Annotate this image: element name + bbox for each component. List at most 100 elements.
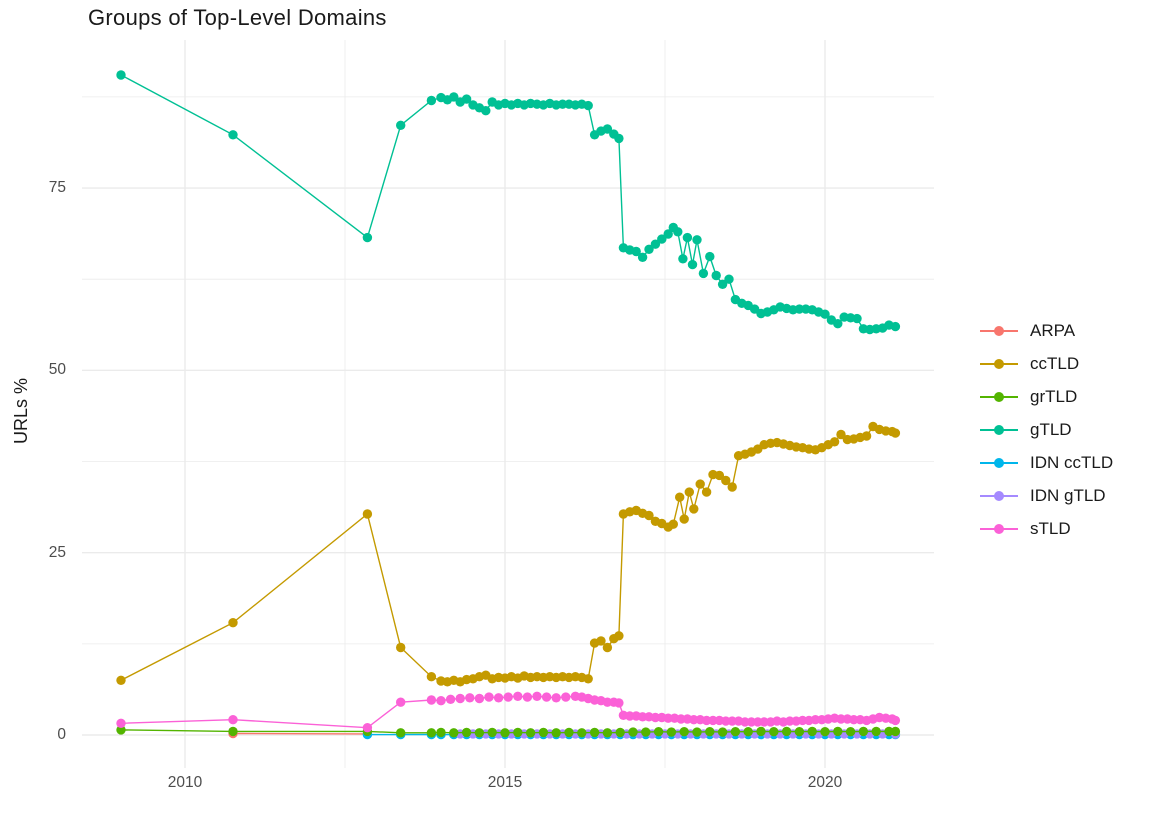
data-point	[396, 728, 406, 738]
data-point	[426, 95, 437, 106]
legend-item-stld: sTLD	[980, 512, 1113, 545]
data-point	[698, 268, 709, 279]
data-point	[724, 274, 734, 284]
legend-label: ccTLD	[1030, 353, 1080, 373]
data-point	[727, 482, 737, 492]
data-point	[538, 727, 549, 738]
data-point	[852, 313, 862, 324]
data-point	[705, 727, 715, 737]
data-point	[833, 319, 843, 329]
data-point	[692, 727, 702, 737]
legend-key-icon	[980, 424, 1018, 436]
data-point	[551, 728, 561, 738]
data-point	[637, 252, 648, 262]
data-point	[657, 234, 667, 244]
data-point	[449, 92, 459, 102]
data-point	[743, 727, 753, 737]
data-point	[781, 726, 792, 737]
data-point	[426, 728, 437, 738]
series-stld	[116, 691, 901, 733]
data-point	[861, 431, 872, 441]
data-point	[711, 270, 721, 281]
data-point	[756, 726, 766, 737]
data-point	[474, 728, 485, 738]
data-point	[525, 728, 536, 738]
data-point	[461, 94, 472, 104]
data-point	[769, 727, 779, 737]
data-point	[858, 726, 869, 737]
data-point	[583, 100, 593, 111]
x-tick-label-2020: 2020	[807, 774, 843, 791]
data-point	[228, 130, 238, 140]
data-point	[644, 510, 654, 521]
data-point	[228, 715, 238, 725]
data-point	[614, 133, 624, 144]
y-tick-label-75: 75	[48, 179, 66, 196]
data-point	[721, 475, 731, 486]
data-point	[487, 727, 497, 738]
data-point	[717, 727, 728, 737]
data-point	[890, 321, 901, 332]
legend: ARPA ccTLD grTLD gTLD IDN ccTLD IDN gTLD…	[980, 314, 1113, 545]
data-point	[602, 124, 613, 134]
data-point	[836, 429, 846, 440]
data-point	[829, 437, 840, 447]
data-point	[481, 106, 491, 116]
series-grtld	[116, 725, 901, 738]
legend-key-icon	[980, 457, 1018, 469]
data-point	[684, 487, 694, 497]
data-point	[794, 727, 805, 737]
data-point	[678, 254, 688, 264]
legend-label: gTLD	[1030, 419, 1072, 439]
data-point	[692, 235, 702, 245]
data-point	[116, 675, 126, 685]
data-point	[228, 618, 238, 628]
data-point	[666, 727, 677, 737]
data-point	[871, 726, 881, 737]
data-point	[484, 692, 494, 702]
data-point	[426, 695, 437, 705]
data-point	[689, 504, 699, 514]
data-point	[614, 698, 624, 708]
data-point	[615, 727, 625, 738]
series-line	[120, 74, 896, 331]
data-point	[653, 727, 664, 737]
data-point	[687, 259, 698, 270]
legend-item-arpa: ARPA	[980, 314, 1113, 347]
legend-item-cctld: ccTLD	[980, 347, 1113, 380]
data-point	[589, 727, 600, 738]
data-point	[116, 725, 126, 735]
x-tick-label-2015: 2015	[487, 774, 523, 791]
data-point	[362, 509, 373, 519]
legend-key-icon	[980, 358, 1018, 370]
data-point	[833, 726, 843, 737]
data-point	[890, 726, 901, 737]
legend-label: ARPA	[1030, 320, 1076, 340]
data-point	[682, 232, 693, 243]
data-point	[396, 120, 406, 130]
data-point	[679, 514, 689, 524]
y-tick-label-50: 50	[48, 361, 66, 378]
y-tick-label-0: 0	[57, 726, 66, 743]
data-point	[714, 470, 725, 481]
data-point	[362, 232, 373, 243]
data-point	[396, 642, 406, 653]
data-point	[461, 727, 472, 738]
data-point	[362, 723, 373, 733]
legend-item-gtld: gTLD	[980, 413, 1113, 446]
data-point	[551, 693, 561, 703]
data-point	[532, 691, 542, 701]
data-point	[650, 239, 661, 249]
series-cctld	[116, 421, 901, 687]
data-point	[890, 715, 901, 726]
legend-label: IDN ccTLD	[1030, 452, 1114, 472]
legend-key-icon	[980, 325, 1018, 337]
chart-title: Groups of Top-Level Domains	[88, 5, 387, 30]
data-point	[845, 727, 856, 737]
legend-key-icon	[980, 391, 1018, 403]
data-point	[596, 636, 606, 646]
data-point	[465, 693, 475, 703]
data-point	[561, 692, 571, 702]
data-point	[503, 692, 513, 702]
